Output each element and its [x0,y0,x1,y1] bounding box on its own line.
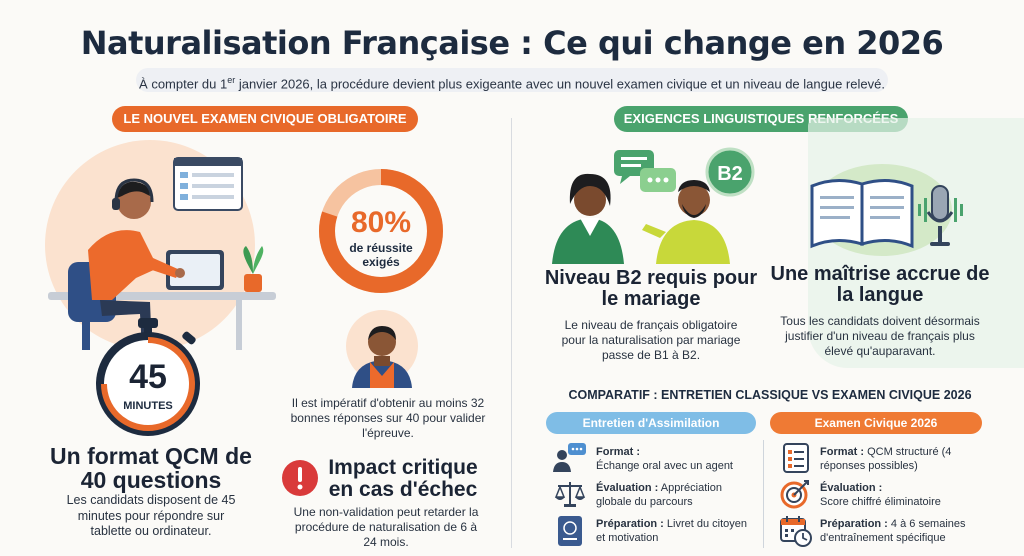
success-rate-ring [319,169,443,293]
interview-format-text: Échange oral avec un agent [596,459,733,472]
center-divider [511,118,512,548]
interview-preparation: Préparation : Livret du citoyen et motiv… [596,518,758,546]
mastery-title: Une maîtrise accrue de la langue [770,263,990,306]
exam-preparation: Préparation : 4 à 6 semaines d'entraînem… [820,518,990,546]
interview-evaluation: Évaluation : Appréciation globale du par… [596,482,758,510]
comparison-title: COMPARATIF : ENTRETIEN CLASSIQUE VS EXAM… [568,388,972,402]
impact-text: Une non-validation peut retarder la proc… [293,505,479,549]
subtitle-pre: À compter du 1 [139,76,228,92]
exam-preparation-text: 4 à 6 semaines d'entraînement spécifique [820,518,966,544]
subtitle-post: janvier 2026, la procédure devient plus … [235,76,885,92]
interview-preparation-label: Préparation : [596,518,664,530]
stopwatch-icon [96,318,200,436]
interview-format: Format : Échange oral avec un agent [596,446,758,474]
chat-person-icon [553,443,586,472]
qcm-title: Un format QCM de 40 questions [50,443,252,494]
interview-preparation-text: Livret du citoyen et motivation [596,518,748,544]
b2-text: Le niveau de français obligatoire pour l… [561,318,741,362]
candidate-avatar [346,310,418,388]
page-title: Naturalisation Française : Ce qui change… [80,24,944,62]
timer-value: 45 [129,358,167,396]
b2-title: Niveau B2 requis pour le mariage [544,267,758,310]
exam-format-text: QCM structuré (4 réponses possibles) [820,446,952,472]
interview-format-label: Format : [596,446,640,458]
exam-evaluation-text: Score chiffré éliminatoire [820,495,941,508]
couple-conversation-illustration: B2 [552,147,755,264]
exam-format: Format : QCM structuré (4 réponses possi… [820,446,990,474]
interview-evaluation-label: Évaluation : [596,482,659,494]
section-label-civic: LE NOUVEL EXAMEN CIVIQUE OBLIGATOIRE [112,106,418,132]
exam-evaluation-label: Évaluation : [820,482,883,494]
checklist-icon [783,443,809,473]
column-divider [763,440,764,548]
timer-unit: MINUTES [123,400,173,412]
ring-label: de réussite exigés [349,241,413,270]
b2-badge: B2 [717,163,743,185]
calendar-clock-icon [780,516,812,547]
subtitle-sup: er [227,75,236,85]
column-head-exam: Examen Civique 2026 [770,412,982,434]
impact-title: Impact critique en cas d'échec [328,456,478,502]
mastery-text: Tous les candidats doivent désormais jus… [780,314,980,358]
subtitle-banner: À compter du 1er janvier 2026, la procéd… [136,68,888,92]
qcm-text: Les candidats disposent de 45 minutes po… [66,493,236,539]
exam-evaluation: Évaluation : Score chiffré éliminatoire [820,482,990,510]
exam-preparation-label: Préparation : [820,518,888,530]
exam-format-label: Format : [820,446,864,458]
ring-value: 80% [350,206,412,239]
interview-evaluation-text: Appréciation globale du parcours [596,482,722,508]
column-head-interview: Entretien d'Assimilation [546,412,756,434]
student-at-desk-illustration [48,157,276,350]
alert-icon [282,460,318,496]
booklet-icon [558,516,582,546]
scales-icon [554,482,586,507]
requirement-text: Il est impératif d'obtenir au moins 32 b… [290,396,486,440]
book-microphone-illustration [810,164,963,256]
target-icon [780,480,809,509]
